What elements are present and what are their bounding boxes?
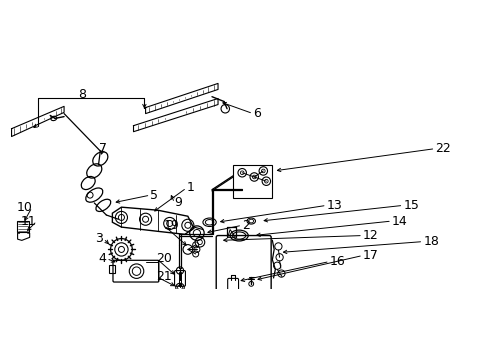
Text: 2: 2 bbox=[242, 219, 249, 232]
Text: 22: 22 bbox=[434, 142, 450, 155]
Text: 9: 9 bbox=[174, 197, 182, 210]
Text: 15: 15 bbox=[403, 199, 418, 212]
Text: 5: 5 bbox=[150, 189, 158, 202]
Text: 7: 7 bbox=[99, 141, 107, 154]
Text: 4: 4 bbox=[98, 252, 106, 265]
Text: 19: 19 bbox=[163, 219, 179, 232]
Text: 8: 8 bbox=[78, 88, 86, 101]
Text: 17: 17 bbox=[362, 249, 378, 262]
Text: 10: 10 bbox=[16, 201, 32, 214]
Text: 1: 1 bbox=[186, 181, 194, 194]
Text: 18: 18 bbox=[423, 235, 438, 248]
Text: 20: 20 bbox=[156, 252, 172, 265]
Bar bbox=[17, 221, 29, 232]
Text: 11: 11 bbox=[21, 215, 37, 228]
Text: 3: 3 bbox=[95, 232, 103, 245]
Text: 16: 16 bbox=[329, 255, 345, 268]
Text: 13: 13 bbox=[326, 199, 342, 212]
Text: 14: 14 bbox=[391, 215, 407, 228]
Text: 12: 12 bbox=[362, 229, 378, 242]
Text: 6: 6 bbox=[252, 107, 261, 120]
Text: 21: 21 bbox=[156, 270, 172, 283]
Bar bbox=[233, 165, 272, 198]
Bar bbox=[109, 265, 115, 273]
